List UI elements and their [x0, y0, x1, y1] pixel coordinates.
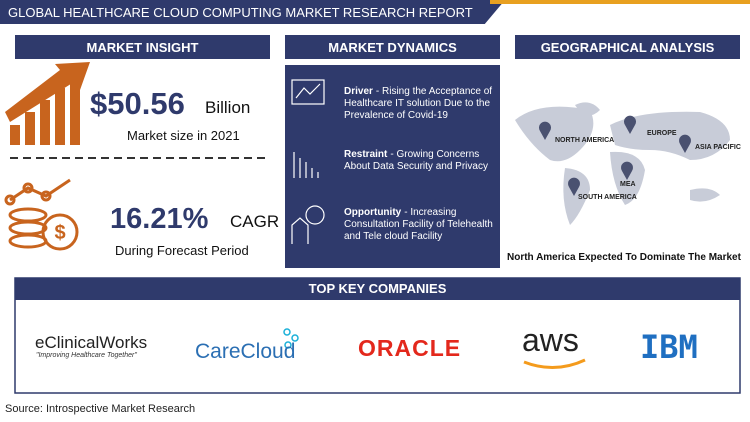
opportunity: Opportunity - Increasing Consultation Fac… [344, 207, 494, 243]
companies-heading: TOP KEY COMPANIES [308, 281, 447, 296]
aws-smile [523, 358, 586, 370]
text: - Increasing Consultation Facility of Te… [344, 207, 493, 242]
tagline: "Improving Healthcare Together" [36, 352, 137, 359]
dynamics-panel [285, 65, 500, 268]
insight-heading: MARKET INSIGHT [15, 35, 270, 59]
companies-box [14, 277, 741, 394]
logo-oracle: ORACLE [358, 335, 462, 361]
logo-eclinicalworks: eClinicalWorks [35, 333, 148, 352]
source: Source: Introspective Market Research [5, 403, 196, 415]
header-bar [0, 0, 505, 24]
growth-icon [5, 62, 90, 145]
geo-heading: GEOGRAPHICAL ANALYSIS [515, 35, 740, 59]
size-caption: Market size in 2021 [127, 128, 240, 143]
logo-carecloud: CareCloud [195, 340, 296, 363]
carecloud-icon [283, 328, 299, 349]
restraint: Restraint - Growing Concerns About Data S… [344, 149, 494, 173]
size-unit: Billion [205, 98, 251, 117]
label: Restraint [344, 149, 388, 160]
dynamics-icons [291, 79, 325, 244]
map-pins [539, 115, 692, 196]
text: - Growing Concerns About Data Security a… [344, 149, 488, 172]
label: Driver [344, 86, 373, 97]
region: NORTH AMERICA [555, 137, 615, 144]
size-value: $50.56 [90, 86, 185, 121]
driver: Driver - Rising the Acceptance of Healthc… [344, 86, 494, 122]
cagr-value: 16.21% [110, 203, 209, 235]
geo-caption: North America Expected To Dominate The M… [507, 252, 741, 263]
logo-aws: aws [522, 322, 579, 358]
header-accent [490, 0, 750, 4]
dynamics-heading: MARKET DYNAMICS [285, 35, 500, 59]
region: EUROPE [647, 130, 677, 137]
logo-ibm: IBM [640, 328, 698, 366]
text: - Rising the Acceptance of Healthcare IT… [344, 86, 493, 121]
world-map [515, 102, 730, 225]
title: GLOBAL HEALTHCARE CLOUD COMPUTING MARKET… [8, 5, 473, 20]
region: MEA [620, 181, 636, 188]
cagr-caption: During Forecast Period [115, 243, 249, 258]
companies-bar [15, 278, 740, 300]
region: ASIA PACIFIC [695, 144, 741, 151]
label: Opportunity [344, 207, 402, 218]
svg-text:$: $ [54, 222, 65, 244]
cagr-unit: CAGR [230, 212, 280, 231]
coin-icon [4, 178, 79, 251]
region: SOUTH AMERICA [578, 194, 637, 201]
